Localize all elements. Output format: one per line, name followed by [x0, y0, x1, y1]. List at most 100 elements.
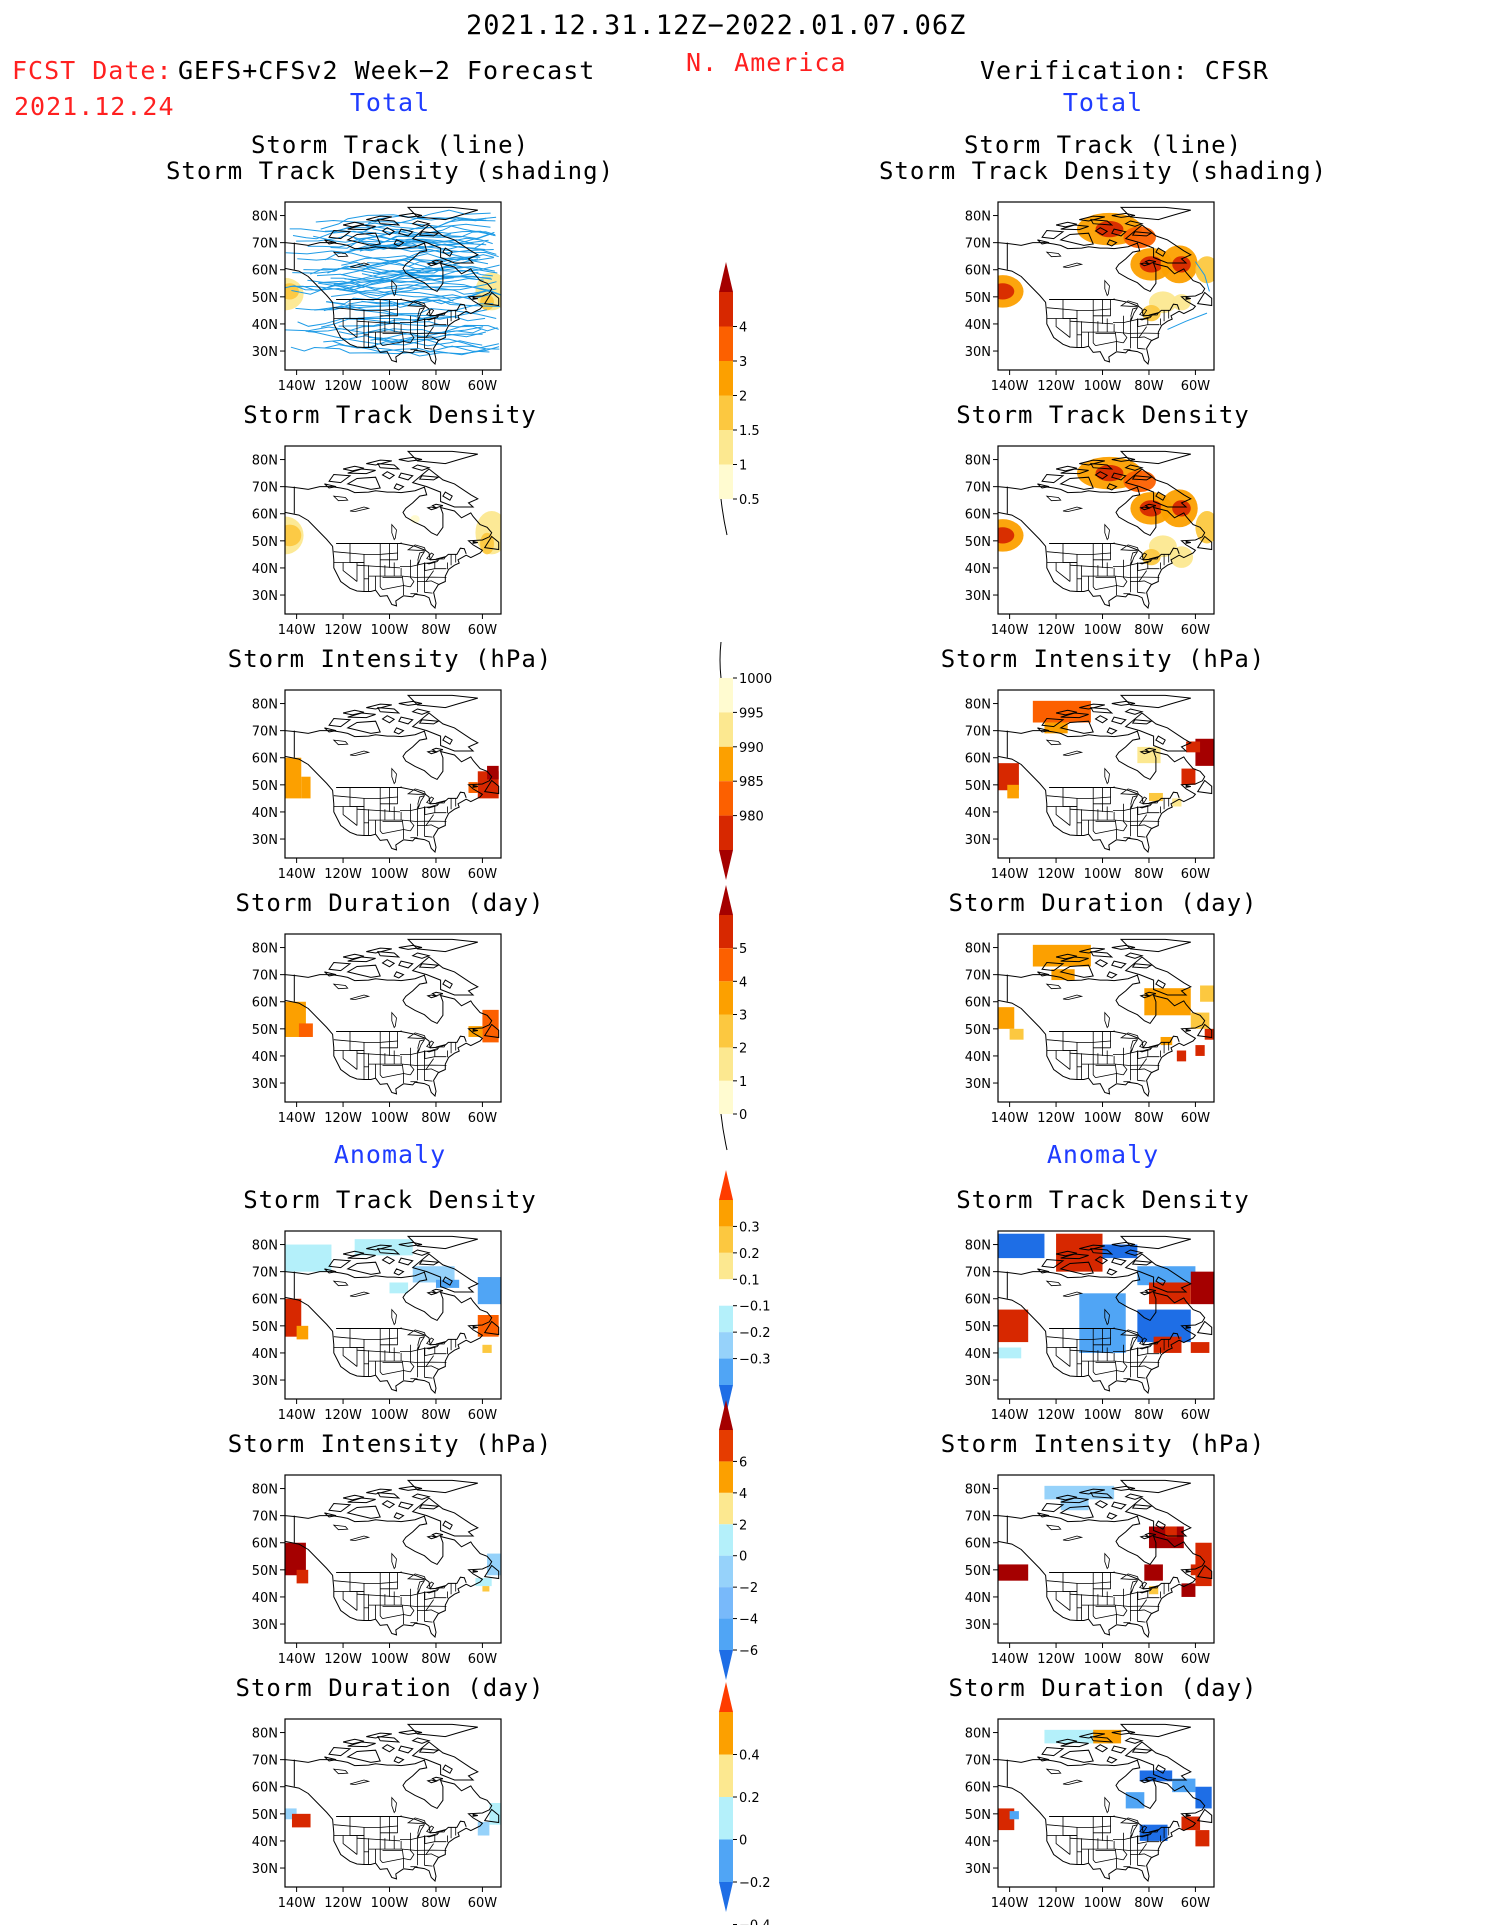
- lat-label: 40N: [252, 1835, 278, 1850]
- colorbar-anom-density: 0.3 0.2 0.1 −0.1 −0.2 −0.3: [719, 1170, 771, 1415]
- island-outline: [1144, 747, 1157, 753]
- island-outline: [1041, 717, 1065, 728]
- lat-label: 70N: [965, 969, 991, 984]
- island-outline: [411, 224, 479, 264]
- lake-outline: [349, 1291, 371, 1298]
- state-border: [379, 299, 383, 346]
- lake-outline: [349, 994, 371, 1001]
- lon-label: 140W: [278, 1408, 316, 1423]
- island-outline: [418, 719, 440, 725]
- island-outline: [411, 956, 479, 996]
- colorbar-segment: [719, 464, 733, 499]
- island-outline: [1155, 1276, 1166, 1286]
- island-outline: [346, 964, 381, 978]
- lon-label: 100W: [1084, 1652, 1122, 1667]
- lake-outline: [1045, 983, 1062, 990]
- island-outline: [398, 1501, 414, 1510]
- island-outline: [1124, 952, 1144, 959]
- lake-outline: [1130, 1824, 1139, 1839]
- island-outline: [1119, 694, 1191, 709]
- island-outline: [472, 540, 478, 544]
- map-panel-R6: 80N 70N 60N 50N 40N 30N 140W 120W 100W 80W 60W: [965, 1474, 1215, 1667]
- island-outline: [398, 228, 414, 237]
- island-outline: [1060, 712, 1089, 719]
- island-outline: [472, 1569, 478, 1573]
- colorbar-segment: [719, 1618, 733, 1650]
- state-border: [368, 331, 447, 334]
- grid-cell-shading: [1137, 746, 1161, 764]
- state-border: [410, 803, 415, 832]
- colorbar-segment: [719, 1492, 733, 1525]
- state-border: [417, 1853, 440, 1859]
- state-border: [356, 1349, 401, 1354]
- state-border: [1069, 1593, 1114, 1598]
- lake-outline: [426, 559, 440, 565]
- state-border: [379, 1816, 383, 1863]
- island-outline: [381, 715, 396, 724]
- lat-label: 80N: [252, 1483, 278, 1498]
- colorbar-segment: [719, 712, 733, 747]
- storm-track-line: [315, 219, 487, 227]
- lake-outline: [1062, 750, 1084, 757]
- lon-label: 140W: [278, 1111, 316, 1126]
- lake-outline: [1045, 495, 1062, 502]
- lake-outline: [332, 1280, 349, 1287]
- island-outline: [346, 476, 381, 490]
- grid-cell-shading: [1181, 1583, 1196, 1597]
- lake-outline: [332, 1524, 349, 1531]
- island-outline: [1119, 206, 1191, 221]
- map-frame: [284, 933, 502, 1103]
- state-border: [1137, 1353, 1160, 1356]
- map-frame: [284, 1230, 502, 1400]
- state-border: [368, 1604, 447, 1607]
- colorbar-segment: [719, 746, 733, 782]
- state-border: [1092, 1572, 1096, 1619]
- state-border: [425, 1599, 434, 1611]
- state-border: [1130, 824, 1153, 830]
- grid-cell-shading: [389, 1282, 409, 1294]
- storm-track-line: [324, 222, 491, 232]
- island-outline: [346, 1261, 381, 1275]
- lon-label: 100W: [371, 623, 409, 638]
- state-border: [425, 1058, 434, 1070]
- colorbar-label: 3: [739, 1009, 747, 1024]
- island-outline: [1059, 1261, 1094, 1275]
- title-track-density-shading-left: Storm Track Density (shading): [165, 157, 615, 185]
- colorbar-arrow-top: [719, 262, 733, 292]
- island-outline: [1131, 1748, 1153, 1754]
- state-border: [400, 1347, 435, 1352]
- island-outline: [426, 750, 438, 755]
- island-outline: [483, 1808, 500, 1824]
- lake-outline: [417, 1336, 426, 1351]
- grid-cell-shading: [1125, 1792, 1145, 1809]
- state-border: [1069, 320, 1114, 325]
- state-border: [1055, 1835, 1071, 1855]
- state-border: [1137, 324, 1160, 327]
- colorbar-label: 4: [739, 321, 747, 336]
- island-outline: [398, 212, 423, 218]
- total-label-left: Total: [349, 88, 431, 117]
- country-border: [401, 1572, 467, 1590]
- island-outline: [1094, 227, 1109, 236]
- map-background: [998, 1475, 1214, 1643]
- island-outline: [398, 1745, 414, 1754]
- island-outline: [1119, 1723, 1191, 1738]
- coastline: [998, 486, 1206, 609]
- colorbar-label: 0: [739, 1834, 747, 1849]
- lat-label: 60N: [252, 752, 278, 767]
- lat-label: 40N: [252, 1347, 278, 1362]
- lake-outline: [1104, 279, 1110, 297]
- lake-outline: [417, 1580, 426, 1595]
- island-outline: [1041, 1746, 1065, 1757]
- island-outline: [1041, 473, 1065, 484]
- island-outline: [1185, 784, 1191, 788]
- lon-label: 60W: [468, 623, 498, 638]
- storm-track-line: [305, 330, 483, 346]
- title-intensity-left: Storm Intensity (hPa): [227, 645, 553, 673]
- colorbar-label: 0.4: [739, 1749, 760, 1764]
- colorbar-label: 0.3: [739, 1220, 760, 1235]
- island-outline: [406, 1235, 478, 1250]
- island-outline: [1060, 1253, 1089, 1260]
- grid-cell-shading: [1160, 1036, 1173, 1046]
- colorbar-tail-bottom: [720, 498, 728, 536]
